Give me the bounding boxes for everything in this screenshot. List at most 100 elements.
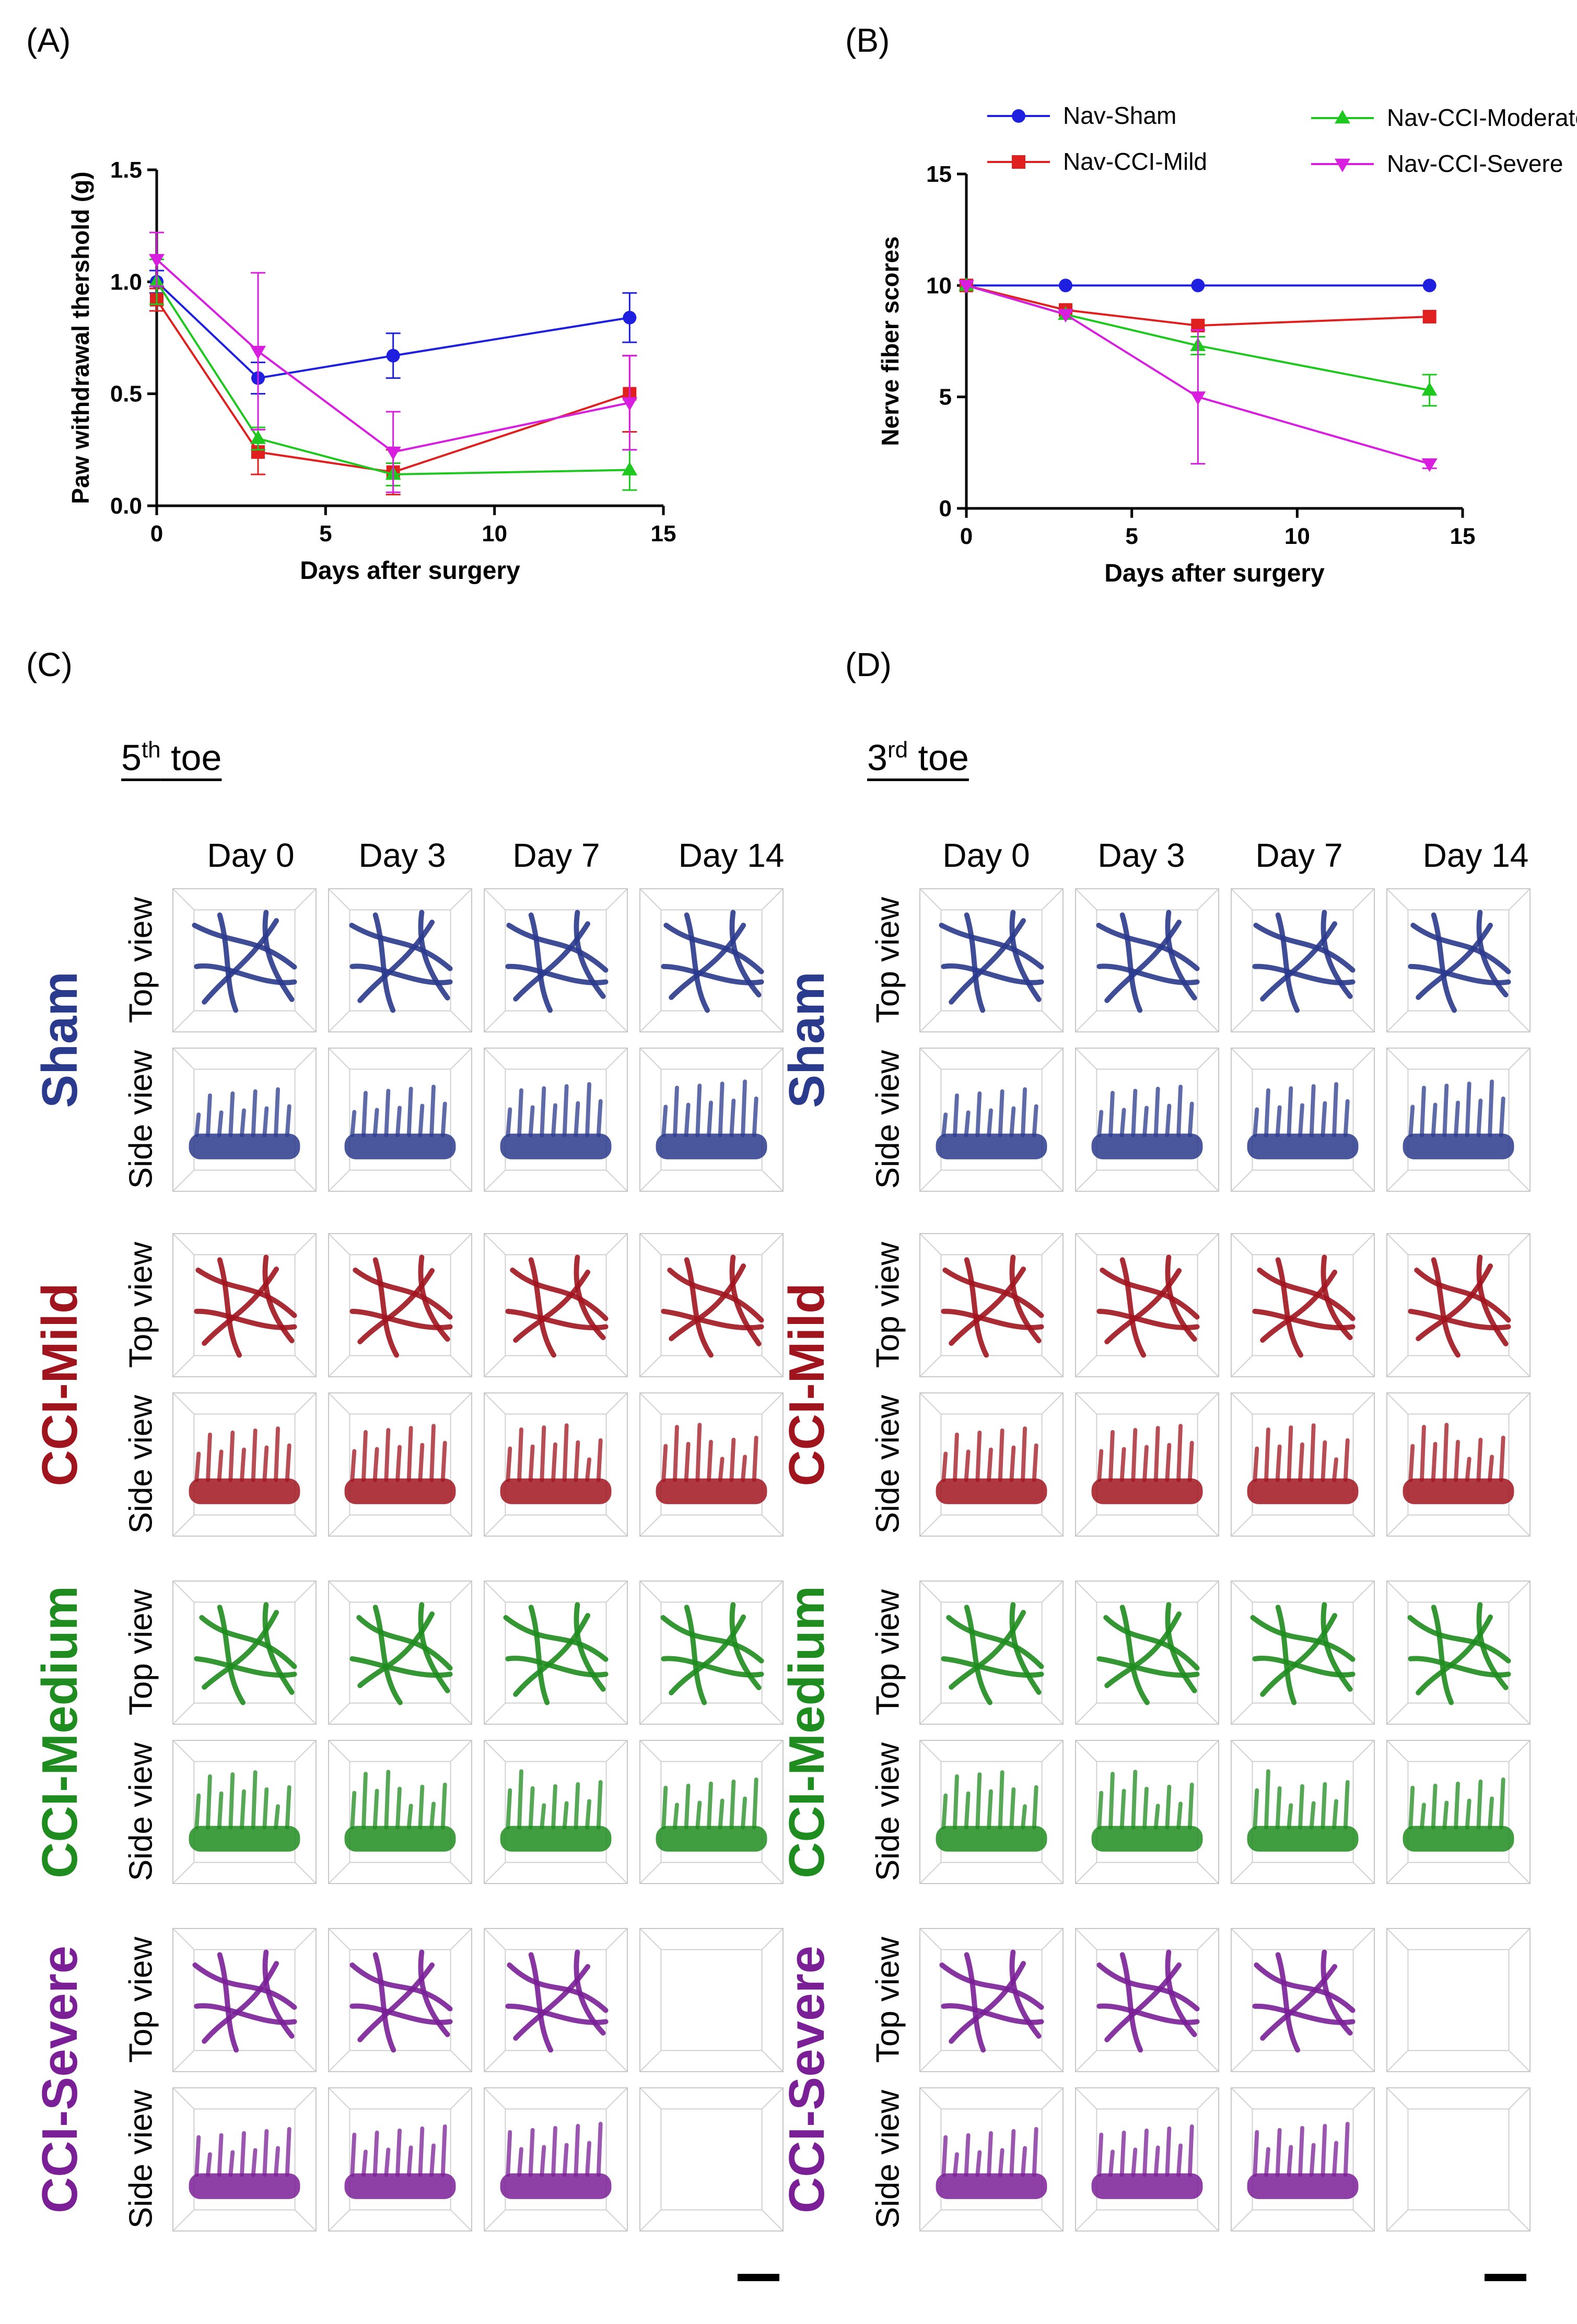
nerve-branch [741,1455,747,1482]
grid-d-cci-mild-side-view-tile [1386,1392,1531,1537]
nerve-branch [1442,1084,1449,1137]
nerve-fiber [505,1308,609,1331]
nerve-base [1247,1826,1359,1852]
box-edge [920,2209,942,2230]
box-edge [761,2088,782,2110]
nerve-fiber [194,2003,297,2025]
grid-c-cci-severe-top-view-tile [328,1928,472,2072]
nerve-branch [506,1788,512,1830]
box-inner-frame [1407,2108,1510,2211]
grid-d-nerve-render [920,1049,1062,1191]
box-edge [640,2088,662,2110]
nerve-branch [418,1784,425,1830]
nerve-fiber [418,1254,450,1342]
nerve-fiber [941,1656,1044,1678]
grid-d-row-label-side: Side view [870,1395,906,1534]
nerve-branch [240,1789,246,1830]
grid-d-day-header: Day 14 [1422,836,1529,874]
box-edge [1387,1393,1409,1415]
nerve-branch [1488,1455,1494,1482]
box-edge [450,1393,471,1415]
nerve-fiber [349,1656,453,1678]
chart-b-point-nav-sham [1422,278,1436,293]
box-inner-frame [940,1413,1043,1516]
box-edge [920,1702,942,1724]
box-edge [920,1741,942,1762]
box-edge [1387,1929,1409,1950]
nerve-branch [1420,1803,1426,1830]
box-edge [1387,2209,1409,2230]
box-edge [920,1010,942,1031]
nerve-fiber [262,1602,295,1695]
nerve-branch [1431,1102,1438,1137]
nerve-branch [350,1110,357,1137]
nerve-base [1091,1826,1203,1852]
box-edge [485,1393,506,1415]
box-edge [450,2088,471,2110]
nerve-fiber [1252,2003,1356,2025]
nerve-fiber [1250,1615,1356,1662]
nerve-branch [540,1803,546,1830]
box-inner-frame [660,2108,763,2211]
nerve-fiber [1431,1257,1461,1358]
box-inner-frame [1096,1254,1198,1356]
box-inner-frame [193,1413,296,1516]
box-edge [173,1010,195,1031]
nerve-branch [1187,1440,1194,1482]
nerve-fiber [1119,1605,1150,1705]
nerve-branch [528,2128,535,2177]
nerve-branch [673,1085,679,1137]
box-edge [920,1234,942,1256]
box-edge [1352,1741,1374,1762]
chart-b-point-nav-cci-severe [1421,458,1438,472]
nerve-fiber [1257,1268,1356,1321]
nerve-branch [551,2125,557,2177]
nerve-branch [1465,1082,1471,1137]
box-edge [485,1049,506,1070]
nerve-branch [440,2124,447,2177]
nerve-branch [596,1780,603,1830]
nerve-branch [1253,1446,1259,1482]
grid-c-group-label: CCI-Mild [32,1283,88,1486]
box-edge [761,1582,782,1603]
grid-d-cci-mild-top-view-tile [1231,1233,1375,1377]
nerve-base [936,1133,1047,1159]
grid-c-nerve-render [485,1929,627,2071]
nerve-fiber [1431,912,1457,1013]
box-inner-frame [1252,1949,1354,2051]
box-edge [1197,1702,1218,1724]
grid-d-nerve-render [1387,1741,1529,1883]
nerve-fiber [1103,1615,1200,1671]
box-edge [1197,1010,1218,1031]
grid-d-nerve-render [920,2088,1062,2230]
box-edge [1387,1355,1409,1376]
nerve-branch [1131,1088,1138,1137]
box-edge [640,2050,662,2071]
nerve-branch [1153,1426,1160,1482]
box-edge [294,1010,316,1031]
grid-c-nerve-render [173,1582,316,1724]
nerve-branch [1108,2149,1115,2177]
nerve-fiber [505,1655,609,1678]
box-edge [173,2209,195,2230]
grid-d-sham-top-view-tile [919,888,1064,1032]
grid-d-day-header: Day 7 [1255,836,1343,874]
nerve-branch [1454,1439,1460,1482]
nerve-branch [964,1449,971,1482]
grid-c-cci-medium-top-view-tile [484,1581,628,1725]
nerve-branch [395,1106,402,1137]
grid-d-cci-mild-top-view-tile [1075,1233,1219,1377]
box-edge [173,1514,195,1536]
nerve-base [936,1478,1047,1504]
nerve-fiber [356,1615,453,1671]
box-edge [761,1862,782,1883]
box-edge [1041,1702,1062,1724]
nerve-branch [1343,2122,1350,2177]
nerve-branch [1408,1105,1415,1137]
nerve-fiber [1275,912,1300,1013]
box-edge [1232,1234,1253,1256]
box-inner-frame [940,1761,1043,1863]
grid-c-nerve-render [173,1929,316,2071]
grid-d-cci-medium-side-view-tile [1231,1740,1375,1884]
nerve-branch [1032,1443,1038,1482]
